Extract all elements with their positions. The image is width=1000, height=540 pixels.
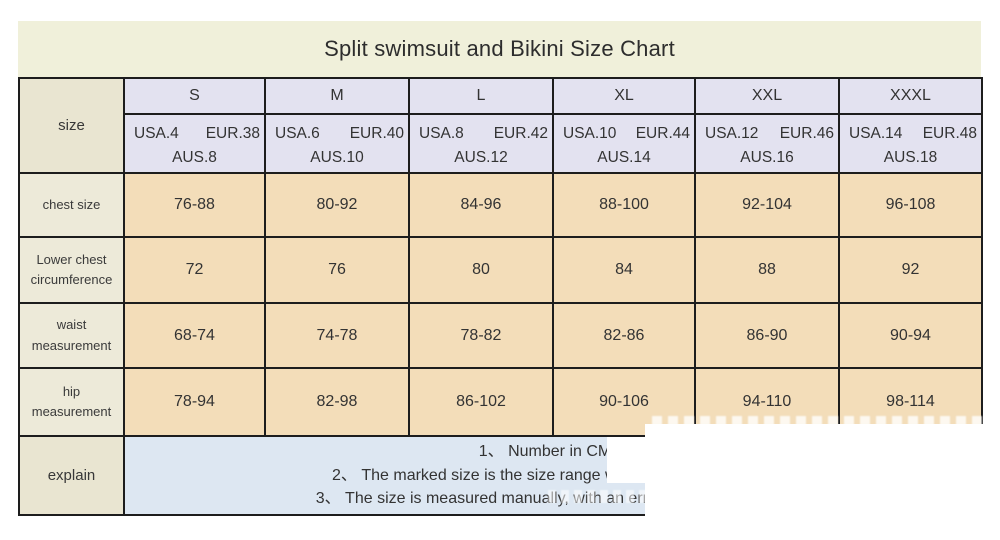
chest-value-s: 76-88 xyxy=(123,172,266,238)
chest-size-row: chest size 76-88 80-92 84-96 88-100 92-1… xyxy=(18,172,983,238)
intl-sizes-xl: USA.10 EUR.44 AUS.14 xyxy=(552,113,696,174)
size-header-l: L xyxy=(408,77,554,115)
white-watermark-overlay xyxy=(645,424,1000,540)
chest-value-xxxl: 96-108 xyxy=(838,172,983,238)
chest-value-l: 84-96 xyxy=(408,172,554,238)
international-size-row: USA.4 EUR.38 AUS.8 USA.6 EUR.40 AUS.10 U… xyxy=(19,113,983,174)
chest-value-xl: 88-100 xyxy=(552,172,696,238)
waist-row: waist measurement 68-74 74-78 78-82 82-8… xyxy=(18,302,983,369)
watermark-smudge xyxy=(548,490,646,503)
hip-value-xl: 90-106 xyxy=(552,367,696,437)
lower-chest-value-s: 72 xyxy=(123,236,266,304)
usa-size-m: USA.6 xyxy=(275,125,320,142)
lower-chest-value-m: 76 xyxy=(264,236,410,304)
waist-value-xxl: 86-90 xyxy=(694,302,840,369)
row-label-lower-chest: Lower chest circumference xyxy=(18,236,125,304)
waist-value-m: 74-78 xyxy=(264,302,410,369)
intl-sizes-l: USA.8 EUR.42 AUS.12 xyxy=(408,113,554,174)
hip-value-l: 86-102 xyxy=(408,367,554,437)
intl-sizes-xxxl: USA.14 EUR.48 AUS.18 xyxy=(838,113,983,174)
eur-size-xl: EUR.44 xyxy=(635,125,690,142)
row-label-chest: chest size xyxy=(18,172,125,238)
explain-label: explain xyxy=(18,435,125,516)
waist-value-xxxl: 90-94 xyxy=(838,302,983,369)
size-header-xl: XL xyxy=(552,77,696,115)
waist-value-l: 78-82 xyxy=(408,302,554,369)
usa-size-s: USA.4 xyxy=(134,125,179,142)
faint-watermark-text xyxy=(652,416,982,425)
row-label-hip: hip measurement xyxy=(18,367,125,437)
intl-sizes-s: USA.4 EUR.38 AUS.8 xyxy=(123,113,266,174)
hip-value-s: 78-94 xyxy=(123,367,266,437)
lower-chest-row: Lower chest circumference 72 76 80 84 88… xyxy=(18,236,983,304)
usa-size-xxxl: USA.14 xyxy=(849,125,903,142)
waist-value-xl: 82-86 xyxy=(552,302,696,369)
size-header-xxl: XXL xyxy=(694,77,840,115)
chest-value-m: 80-92 xyxy=(264,172,410,238)
size-name-row: size S M L XL XXL XXXL xyxy=(18,77,983,174)
intl-sizes-m: USA.6 EUR.40 AUS.10 xyxy=(264,113,410,174)
usa-size-xl: USA.10 xyxy=(563,125,617,142)
explain-note-1: 1、 Number in CM。 xyxy=(478,443,628,461)
usa-size-xxl: USA.12 xyxy=(705,125,759,142)
waist-value-s: 68-74 xyxy=(123,302,266,369)
lower-chest-value-xl: 84 xyxy=(552,236,696,304)
aus-size-xxxl: AUS.18 xyxy=(883,149,938,166)
aus-size-xxl: AUS.16 xyxy=(740,149,794,166)
aus-size-m: AUS.10 xyxy=(310,149,364,166)
size-header-m: M xyxy=(264,77,410,115)
lower-chest-value-xxl: 88 xyxy=(694,236,840,304)
lower-chest-value-xxxl: 92 xyxy=(838,236,983,304)
row-label-waist: waist measurement xyxy=(18,302,125,369)
usa-size-l: USA.8 xyxy=(419,125,464,142)
eur-size-m: EUR.40 xyxy=(349,125,404,142)
size-header-xxxl: XXXL xyxy=(838,77,983,115)
lower-chest-value-l: 80 xyxy=(408,236,554,304)
eur-size-s: EUR.38 xyxy=(205,125,260,142)
eur-size-l: EUR.42 xyxy=(493,125,548,142)
page-title: Split swimsuit and Bikini Size Chart xyxy=(18,21,981,77)
eur-size-xxl: EUR.46 xyxy=(779,125,834,142)
chest-value-xxl: 92-104 xyxy=(694,172,840,238)
intl-sizes-xxl: USA.12 EUR.46 AUS.16 xyxy=(694,113,840,174)
hip-value-m: 82-98 xyxy=(264,367,410,437)
aus-size-xl: AUS.14 xyxy=(597,149,651,166)
hip-row: hip measurement 78-94 82-98 86-102 90-10… xyxy=(18,367,983,437)
size-header-s: S xyxy=(123,77,266,115)
corner-size-label: size xyxy=(18,77,125,174)
aus-size-s: AUS.8 xyxy=(172,149,217,166)
white-watermark-overlay-notch xyxy=(607,437,647,483)
aus-size-l: AUS.12 xyxy=(454,149,508,166)
eur-size-xxxl: EUR.48 xyxy=(922,125,977,142)
